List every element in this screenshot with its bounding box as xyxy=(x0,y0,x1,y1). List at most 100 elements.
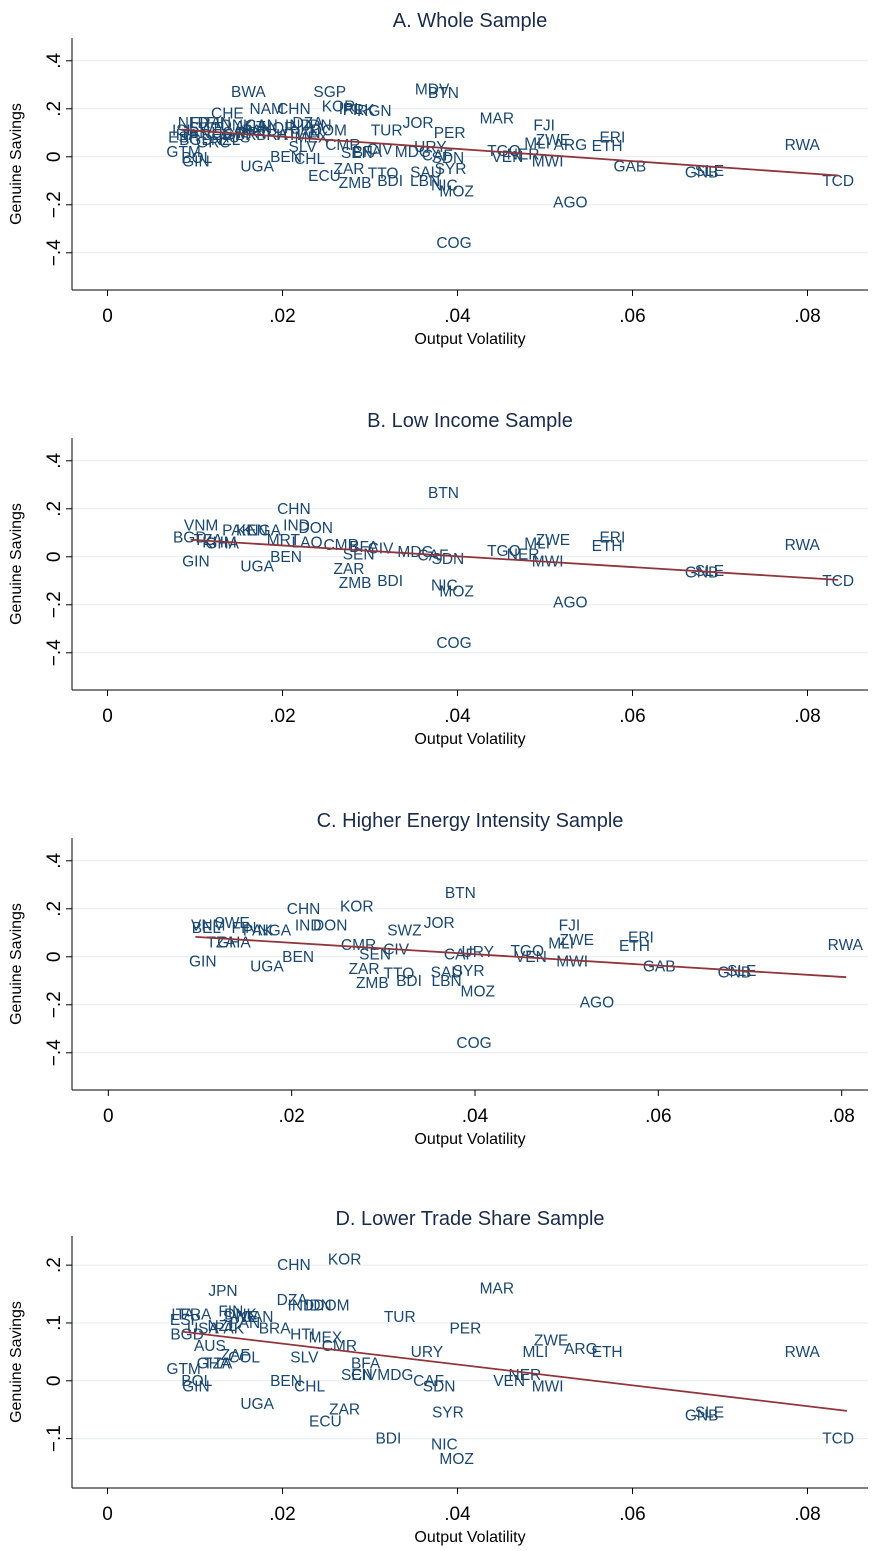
point-label-cog: COG xyxy=(436,635,471,652)
point-label-gtm: GTM xyxy=(166,1361,200,1378)
point-label-moz: MOZ xyxy=(439,184,473,201)
point-label-mli: MLI xyxy=(524,136,550,153)
point-label-bfa: BFA xyxy=(351,1355,381,1372)
point-label-ind: IND xyxy=(283,518,310,535)
x-axis-title: Output Volatility xyxy=(414,331,525,348)
point-label-khm: KHM xyxy=(202,534,236,551)
point-label-slv: SLV xyxy=(289,139,318,156)
point-label-fin: FIN xyxy=(232,920,257,937)
point-label-bra: BRA xyxy=(259,1321,292,1338)
point-label-caf: CAF xyxy=(422,148,453,165)
point-label-ind: IND xyxy=(285,118,312,135)
point-label-caf: CAF xyxy=(418,548,449,565)
x-tick-label: .08 xyxy=(794,1504,820,1525)
point-label-hti: HTI xyxy=(276,127,301,144)
point-label-vnm: VNM xyxy=(184,518,218,535)
point-label-gnb: GNB xyxy=(685,164,719,181)
point-label-dza: DZA xyxy=(292,115,324,132)
point-label-sdn: SDN xyxy=(423,1379,456,1396)
point-label-eri: ERI xyxy=(599,530,625,547)
point-label-chn: CHN xyxy=(287,901,321,918)
point-label-bdi: BDI xyxy=(377,573,403,590)
panel-4: D. Lower Trade Share Sample −.1 0 .1 .2 0 .02.… xyxy=(8,1208,868,1546)
point-label-gin: GIN xyxy=(182,554,210,571)
point-label-isl: ISL xyxy=(172,122,196,139)
point-label-mdg: MDG xyxy=(395,144,431,161)
point-label-rwa: RWA xyxy=(785,1344,821,1361)
point-label-chn: CHN xyxy=(277,501,311,518)
x-tick-label: .06 xyxy=(619,706,645,727)
point-label-can: CAN xyxy=(241,1309,274,1326)
y-tick-label: −.4 xyxy=(44,239,65,266)
point-label-mwi: MWI xyxy=(532,1379,564,1396)
panel-3: C. Higher Energy Intensity Sample −.4 −.2 0… xyxy=(8,810,868,1148)
x-tick-label: .06 xyxy=(645,1106,671,1127)
point-label-ben: BEN xyxy=(270,549,302,566)
point-label-cog: COG xyxy=(436,235,471,252)
point-label-kor: KOR xyxy=(340,898,374,915)
point-label-aus: AUS xyxy=(194,1338,226,1355)
point-label-tur: TUR xyxy=(371,122,403,139)
point-label-zwe: ZWE xyxy=(534,1332,568,1349)
x-tick-label: .02 xyxy=(278,1106,304,1127)
y-tick-label: .4 xyxy=(44,852,65,868)
point-label-rwa: RWA xyxy=(785,537,821,554)
point-label-gin: GIN xyxy=(182,1379,210,1396)
point-label-fji: FJI xyxy=(533,118,555,135)
point-label-irl: IRL xyxy=(339,101,364,118)
point-label-ury: URY xyxy=(462,944,494,961)
panel-title: B. Low Income Sample xyxy=(367,410,573,432)
point-label-rwa: RWA xyxy=(785,137,821,154)
point-label-mli: MLI xyxy=(524,536,550,553)
point-label-nam: NAM xyxy=(250,101,284,118)
point-label-idn: IDN xyxy=(305,118,332,135)
y-tick-label: 0 xyxy=(44,1376,65,1387)
point-label-gab: GAB xyxy=(643,958,676,975)
point-label-uga: UGA xyxy=(250,958,284,975)
point-label-swz: SWZ xyxy=(387,922,421,939)
point-label-nor: NOR xyxy=(261,120,295,137)
panel-1: A. Whole Sample −.4 −.2 0 .2 .4 0 .02 .04 .06 .08 O… xyxy=(8,10,868,348)
point-label-bol: BOL xyxy=(181,1373,212,1390)
point-label-cmr: CMR xyxy=(341,937,376,954)
point-label-esp: ESP xyxy=(170,1312,201,1329)
point-label-caf: CAF xyxy=(413,1373,444,1390)
point-label-eth: ETH xyxy=(619,938,650,955)
point-label-col: COL xyxy=(228,1350,260,1367)
point-label-gnb: GNB xyxy=(685,1407,719,1424)
point-label-dom: DOM xyxy=(311,122,347,139)
point-label-nic: NIC xyxy=(431,178,458,195)
point-label-swe: SWE xyxy=(223,1309,258,1326)
point-label-prt: PRT xyxy=(237,125,268,142)
point-label-dza: DZA xyxy=(277,1292,309,1309)
x-tick-label: .06 xyxy=(619,306,645,327)
point-label-zmb: ZMB xyxy=(339,575,372,592)
y-tick-label: −.4 xyxy=(44,639,65,666)
point-label-sau: SAU xyxy=(410,164,442,181)
point-label-tgo: TGO xyxy=(510,943,544,960)
point-label-kor: KOR xyxy=(328,1251,362,1268)
point-label-syr: SYR xyxy=(432,1405,464,1422)
point-label-prk: PRK xyxy=(343,102,376,119)
y-axis-title: Genuine Savings xyxy=(8,503,25,625)
point-label-esp: ESP xyxy=(168,130,199,147)
x-tick-label: .04 xyxy=(462,1106,489,1127)
point-label-che: CHE xyxy=(211,106,244,123)
point-label-sen: SEN xyxy=(341,1367,373,1384)
point-label-zwe: ZWE xyxy=(536,532,570,549)
point-label-swe: SWE xyxy=(214,915,249,932)
y-tick-label: 0 xyxy=(44,152,65,163)
point-label-mex: MEX xyxy=(309,1329,343,1346)
point-label-gin: GIN xyxy=(182,154,210,171)
point-label-ecu: ECU xyxy=(308,168,341,185)
point-label-gbr: GBR xyxy=(223,127,257,144)
point-label-ago: AGO xyxy=(553,194,587,211)
point-label-bdi: BDI xyxy=(375,1431,401,1448)
point-label-bfa: BFA xyxy=(353,144,383,161)
point-label-eth: ETH xyxy=(592,1344,623,1361)
point-label-zwe: ZWE xyxy=(560,932,594,949)
point-label-gha: GHA xyxy=(205,536,239,553)
point-label-tcd: TCD xyxy=(822,173,854,190)
point-label-rgn: RGN xyxy=(357,103,391,120)
x-tick-label: 0 xyxy=(102,706,113,727)
